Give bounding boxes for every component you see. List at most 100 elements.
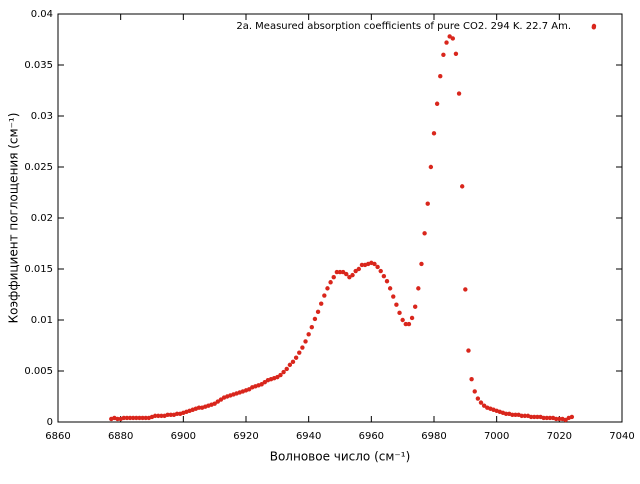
data-point [453,51,459,56]
data-point [475,396,481,401]
data-point [319,301,324,306]
plot-frame [57,13,623,423]
data-point [391,294,396,299]
y-tick-label: 0.005 [24,366,53,377]
data-point [300,345,305,350]
data-point [293,355,299,360]
data-point [284,366,289,372]
data-point [359,262,365,268]
data-point [466,348,471,353]
x-tick-label: 6860 [45,431,70,442]
y-tick-label: 0.01 [31,315,53,326]
data-point [340,269,346,275]
data-point [174,411,180,417]
data-point [278,372,283,378]
data-point [434,101,440,106]
data-point [409,315,415,321]
y-tick-label: 0.015 [24,264,53,275]
x-tick-label: 6900 [171,431,196,442]
data-point [121,415,127,421]
data-point [375,264,380,270]
data-point [218,397,224,402]
data-point [168,412,173,418]
data-point [152,413,158,419]
data-point [428,164,434,170]
data-point [544,415,549,421]
data-point [406,321,412,327]
data-point [431,131,437,136]
y-tick-label: 0.02 [31,213,53,224]
data-point [510,412,515,418]
data-point [328,280,333,285]
data-point [275,374,280,380]
data-point [303,339,308,344]
data-point [356,266,361,272]
data-point [397,310,402,316]
data-point [460,184,465,189]
data-point [337,269,343,275]
x-tick-label: 6920 [233,431,258,442]
x-tick-label: 7000 [484,431,509,442]
data-point [535,414,540,420]
data-point [519,413,524,419]
data-point [463,287,468,292]
data-point [450,36,455,41]
data-point [456,91,462,96]
x-tick-label: 6880 [108,431,133,442]
data-point [478,400,484,405]
data-point [569,414,575,420]
data-point [472,389,477,394]
data-point [143,415,148,421]
data-point [547,415,553,421]
data-point [334,269,340,275]
data-point [325,286,330,291]
legend-label: 2a. Measured absorption coefficients of … [236,21,571,32]
data-point [309,324,314,330]
data-point [215,399,220,404]
data-point [306,332,311,337]
data-point [115,416,120,422]
data-point [127,415,133,421]
y-tick-label: 0.035 [24,60,53,71]
data-point [425,201,430,206]
data-point [419,261,424,267]
data-point [403,321,408,327]
data-point [394,302,399,307]
data-point [287,362,293,368]
data-point [532,414,537,420]
data-point [159,413,164,419]
data-point [563,417,568,423]
data-point [124,415,130,421]
data-point [137,415,142,421]
data-point [372,261,377,267]
data-point [513,412,518,418]
y-tick-label: 0.025 [24,162,53,173]
data-point [297,350,302,355]
data-point [196,405,202,410]
y-tick-label: 0.03 [31,111,53,122]
x-tick-label: 6960 [359,431,384,442]
data-point [557,416,562,422]
data-point [387,286,393,291]
x-tick-label: 6980 [421,431,446,442]
data-point [528,414,534,420]
data-point [469,376,474,382]
data-point [522,413,528,419]
data-point [322,293,327,298]
data-point [353,268,358,274]
data-point [378,268,383,274]
data-point [212,401,217,406]
data-point [290,359,296,365]
data-point [591,25,596,30]
data-point [156,413,161,419]
data-point [554,416,559,422]
data-point [131,415,136,421]
data-point [438,74,443,79]
data-point [481,403,487,408]
data-point [400,317,405,323]
data-point [413,304,418,309]
x-tick-label: 6940 [296,431,321,442]
data-point [347,274,352,280]
data-point [259,382,264,387]
x-tick-label: 7020 [547,431,572,442]
